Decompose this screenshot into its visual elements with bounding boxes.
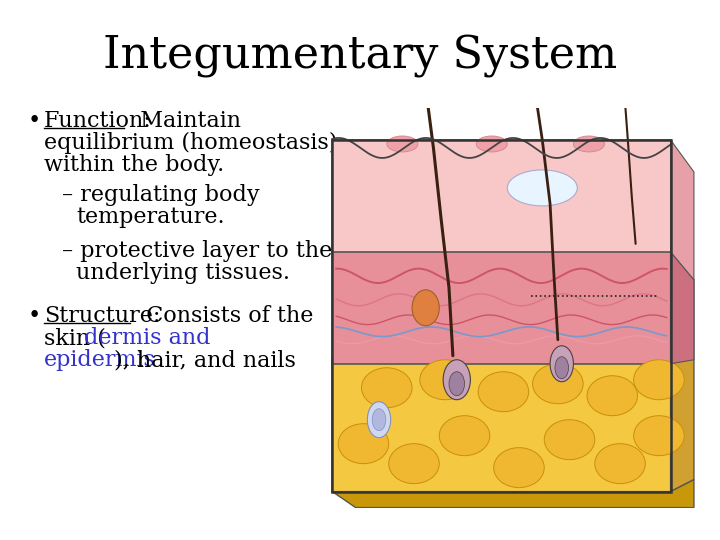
Text: skin (: skin ( bbox=[44, 327, 106, 349]
Text: underlying tissues.: underlying tissues. bbox=[76, 262, 290, 284]
Text: ), hair, and nails: ), hair, and nails bbox=[114, 349, 296, 371]
Ellipse shape bbox=[634, 416, 684, 456]
Text: Structure:: Structure: bbox=[44, 305, 161, 327]
Polygon shape bbox=[333, 480, 694, 508]
Text: Function:: Function: bbox=[44, 110, 152, 132]
Ellipse shape bbox=[387, 136, 418, 152]
Ellipse shape bbox=[573, 136, 605, 152]
Ellipse shape bbox=[449, 372, 464, 396]
FancyBboxPatch shape bbox=[333, 356, 670, 491]
Ellipse shape bbox=[372, 409, 386, 431]
Text: – protective layer to the: – protective layer to the bbox=[62, 240, 332, 262]
Ellipse shape bbox=[439, 416, 490, 456]
Ellipse shape bbox=[533, 364, 583, 404]
Ellipse shape bbox=[478, 372, 528, 411]
Text: dermis and: dermis and bbox=[84, 327, 210, 349]
Text: epidermis: epidermis bbox=[44, 349, 156, 371]
Text: Consists of the: Consists of the bbox=[132, 305, 313, 327]
Ellipse shape bbox=[338, 424, 389, 464]
Ellipse shape bbox=[444, 360, 470, 400]
Ellipse shape bbox=[412, 290, 439, 326]
Text: equilibrium (homeostasis): equilibrium (homeostasis) bbox=[44, 132, 338, 154]
Text: Maintain: Maintain bbox=[126, 110, 241, 132]
Ellipse shape bbox=[544, 420, 595, 460]
Polygon shape bbox=[670, 140, 694, 280]
Ellipse shape bbox=[367, 402, 391, 437]
Ellipse shape bbox=[634, 360, 684, 400]
Text: Integumentary System: Integumentary System bbox=[103, 35, 617, 78]
Ellipse shape bbox=[476, 136, 508, 152]
Ellipse shape bbox=[389, 444, 439, 484]
Text: within the body.: within the body. bbox=[44, 154, 224, 176]
FancyBboxPatch shape bbox=[333, 140, 670, 252]
Ellipse shape bbox=[555, 357, 569, 379]
FancyBboxPatch shape bbox=[333, 244, 670, 364]
Ellipse shape bbox=[420, 360, 470, 400]
Ellipse shape bbox=[595, 444, 645, 484]
Text: temperature.: temperature. bbox=[76, 206, 225, 228]
Text: – regulating body: – regulating body bbox=[62, 184, 260, 206]
Ellipse shape bbox=[550, 346, 573, 382]
Ellipse shape bbox=[494, 448, 544, 488]
Text: •: • bbox=[28, 305, 41, 327]
Polygon shape bbox=[670, 252, 694, 491]
Ellipse shape bbox=[361, 368, 412, 408]
Text: •: • bbox=[28, 110, 41, 132]
Polygon shape bbox=[670, 252, 694, 364]
Ellipse shape bbox=[508, 170, 577, 206]
Ellipse shape bbox=[587, 376, 638, 416]
